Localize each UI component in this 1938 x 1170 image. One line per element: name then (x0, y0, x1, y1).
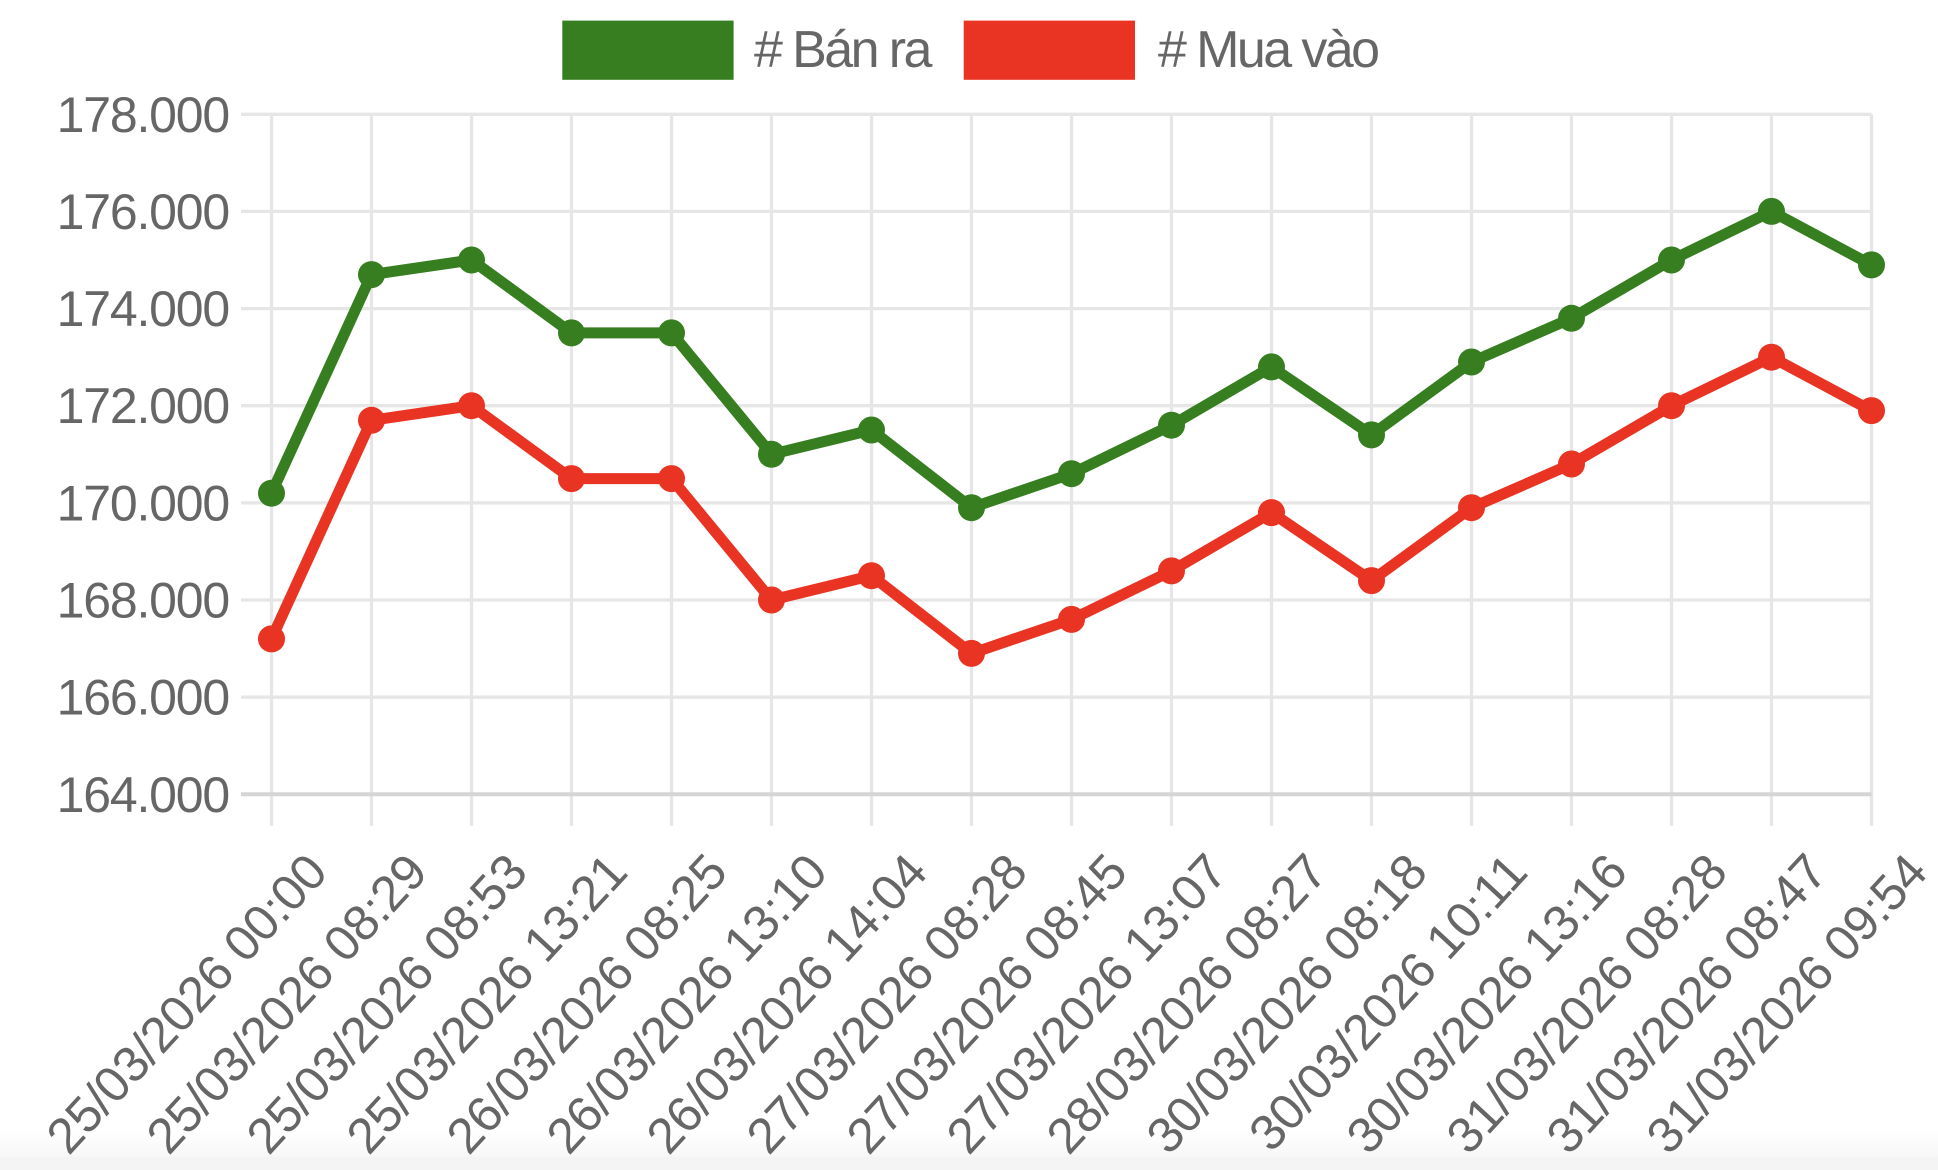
svg-text:166.000: 166.000 (57, 670, 229, 726)
svg-text:# Bán ra: # Bán ra (754, 21, 932, 79)
svg-text:# Mua vào: # Mua vào (1158, 21, 1378, 79)
svg-text:172.000: 172.000 (57, 378, 229, 434)
svg-text:168.000: 168.000 (57, 573, 229, 629)
svg-text:178.000: 178.000 (57, 87, 229, 143)
svg-text:176.000: 176.000 (57, 184, 229, 240)
svg-text:170.000: 170.000 (57, 475, 229, 531)
svg-text:164.000: 164.000 (57, 767, 229, 823)
svg-text:174.000: 174.000 (57, 281, 229, 337)
